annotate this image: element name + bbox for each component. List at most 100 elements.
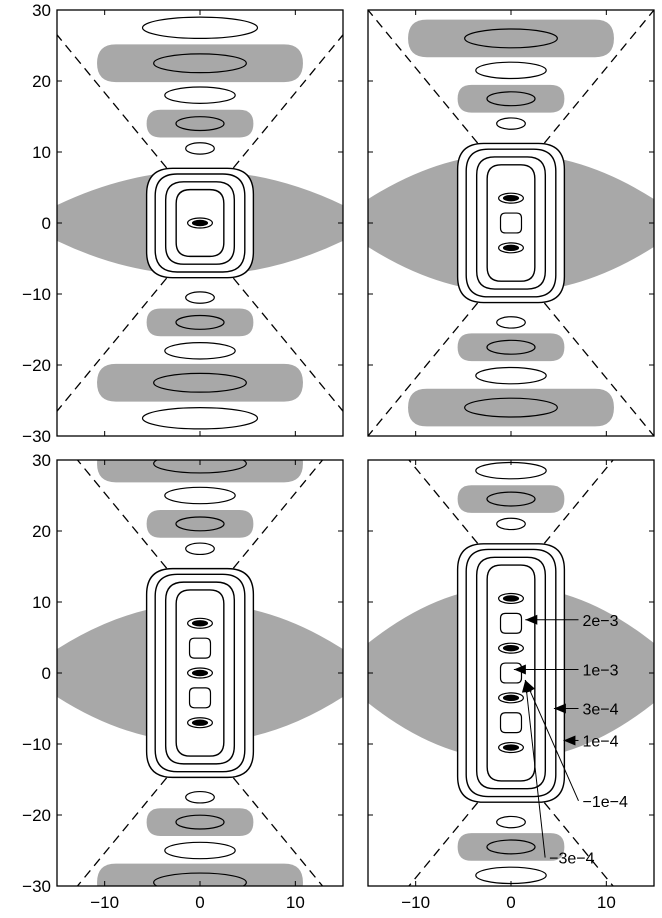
core-dot	[502, 244, 520, 252]
band-contour	[496, 517, 526, 531]
contour-ring	[164, 181, 236, 265]
contour-ring	[475, 156, 547, 290]
square-contour	[499, 712, 523, 734]
contour-ring	[465, 148, 557, 298]
cone-line	[213, 254, 343, 412]
y-tick-label: 0	[42, 664, 51, 683]
core-dot	[502, 595, 520, 602]
panel-bottom-left: −10 0 10 30 20 10 0 −10 −20 −30	[22, 451, 344, 912]
band-contour	[153, 372, 247, 393]
core-dot	[191, 620, 209, 627]
cone-line	[524, 279, 654, 436]
core-dot	[502, 644, 520, 652]
contour-ring	[475, 556, 547, 790]
dot-contour	[498, 692, 524, 704]
negative-band	[146, 510, 254, 538]
negative-band	[97, 44, 303, 83]
band-contour	[185, 542, 215, 556]
cone-line	[524, 10, 654, 167]
contour-ring	[465, 548, 557, 798]
cone-line	[368, 279, 498, 436]
band-contour	[175, 814, 225, 830]
band-contour	[185, 790, 215, 804]
band-contour	[475, 61, 547, 80]
annotation-arrowhead	[553, 703, 566, 714]
cone-line	[408, 460, 498, 567]
band-contour	[164, 342, 236, 360]
panel-top-right	[367, 9, 655, 437]
contour-ring	[175, 589, 225, 757]
cone-line	[213, 460, 324, 592]
annotation-leader	[524, 680, 546, 858]
y-tick-label: −10	[22, 285, 51, 304]
core-dot	[191, 669, 209, 677]
band-contour	[496, 316, 526, 329]
band-contour	[496, 815, 526, 829]
cone-line	[408, 779, 498, 886]
negative-band	[97, 863, 303, 886]
square-contour	[188, 687, 212, 709]
cone-line	[524, 460, 614, 567]
annotation-arrowhead	[563, 735, 576, 746]
cone-line	[76, 754, 187, 886]
cone-line	[57, 34, 187, 192]
band-contour	[496, 117, 526, 130]
cone-line	[57, 254, 187, 412]
band-contour	[141, 16, 259, 39]
band-contour	[185, 142, 215, 155]
annotation-label: 3e−4	[583, 702, 619, 719]
y-tick-label: −30	[22, 427, 51, 446]
core-dot	[502, 194, 520, 202]
band-contour	[153, 460, 247, 474]
band-contour	[185, 291, 215, 304]
y-tick-label: 10	[32, 143, 51, 162]
dot-contour	[187, 717, 213, 729]
band-contour	[175, 116, 225, 132]
negative-band	[457, 833, 565, 861]
y-tick-label: 0	[42, 214, 51, 233]
annotation-label: 1e−4	[583, 733, 619, 750]
panel-body	[57, 460, 343, 886]
dot-contour	[498, 741, 524, 754]
band-contour	[486, 339, 536, 355]
panel-top-left: 30 20 10 0 −10 −20 −30	[22, 1, 344, 446]
y-tick-label: 10	[32, 593, 51, 612]
negative-band	[457, 485, 565, 513]
band-contour	[175, 516, 225, 532]
y-tick-label: 20	[32, 522, 51, 541]
x-tick-label: 0	[195, 893, 204, 912]
annotation-label: 1e−3	[583, 662, 619, 679]
negative-band	[457, 84, 565, 113]
square-contour	[499, 212, 523, 234]
y-tick-label: −20	[22, 356, 51, 375]
core-dot	[502, 744, 520, 751]
contour-ring	[175, 188, 225, 258]
cone-line	[76, 460, 187, 592]
band-contour	[464, 397, 558, 418]
contour-ring	[486, 164, 536, 282]
contour-ring	[486, 564, 536, 782]
contour-ring	[154, 573, 246, 773]
annotation-arrowhead	[513, 664, 526, 675]
annotation-arrowhead	[525, 614, 538, 625]
cone-line	[524, 779, 614, 886]
annotation-leader	[524, 679, 579, 802]
band-contour	[153, 872, 247, 886]
band-contour	[164, 486, 236, 505]
square-contour	[188, 637, 212, 659]
panel-bottom-right: −10 0 10 2e−3 1e−3 3e−4 1e−4 −1e−4 −3e−4	[367, 459, 655, 912]
y-tick-label: 30	[32, 1, 51, 20]
band-contour	[164, 841, 236, 860]
contour-ring	[164, 581, 236, 765]
band-contour	[164, 86, 236, 104]
y-tick-label: 30	[32, 451, 51, 470]
dot-contour	[187, 617, 213, 629]
dot-contour	[498, 592, 524, 605]
annotation-arrowhead	[521, 680, 532, 693]
y-tick-label: −20	[22, 806, 51, 825]
negative-band	[146, 808, 254, 836]
core-dot	[191, 219, 209, 227]
dot-contour	[498, 242, 524, 254]
negative-band	[97, 363, 303, 402]
